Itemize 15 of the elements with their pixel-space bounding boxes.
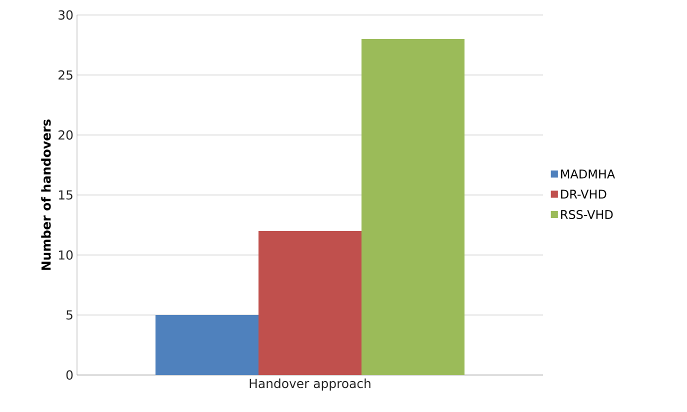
x-tick-label: Handover approach xyxy=(250,378,370,391)
y-tick-label: 15 xyxy=(59,190,72,200)
y-tick-label: 25 xyxy=(58,70,72,80)
legend-label: MADMHA xyxy=(561,170,616,178)
bar xyxy=(362,38,465,375)
bar xyxy=(156,315,258,375)
legend-label: DR-VHD xyxy=(561,190,606,199)
y-tick-label: 0 xyxy=(66,370,73,380)
y-tick-label: 30 xyxy=(58,10,73,20)
legend-label: RSS-VHD xyxy=(561,210,613,220)
bar xyxy=(258,231,362,375)
y-tick-label: 20 xyxy=(58,130,73,140)
y-axis-title: Number of handovers xyxy=(41,120,51,270)
y-tick-label: 10 xyxy=(59,250,73,260)
y-tick-label: 5 xyxy=(66,310,72,320)
